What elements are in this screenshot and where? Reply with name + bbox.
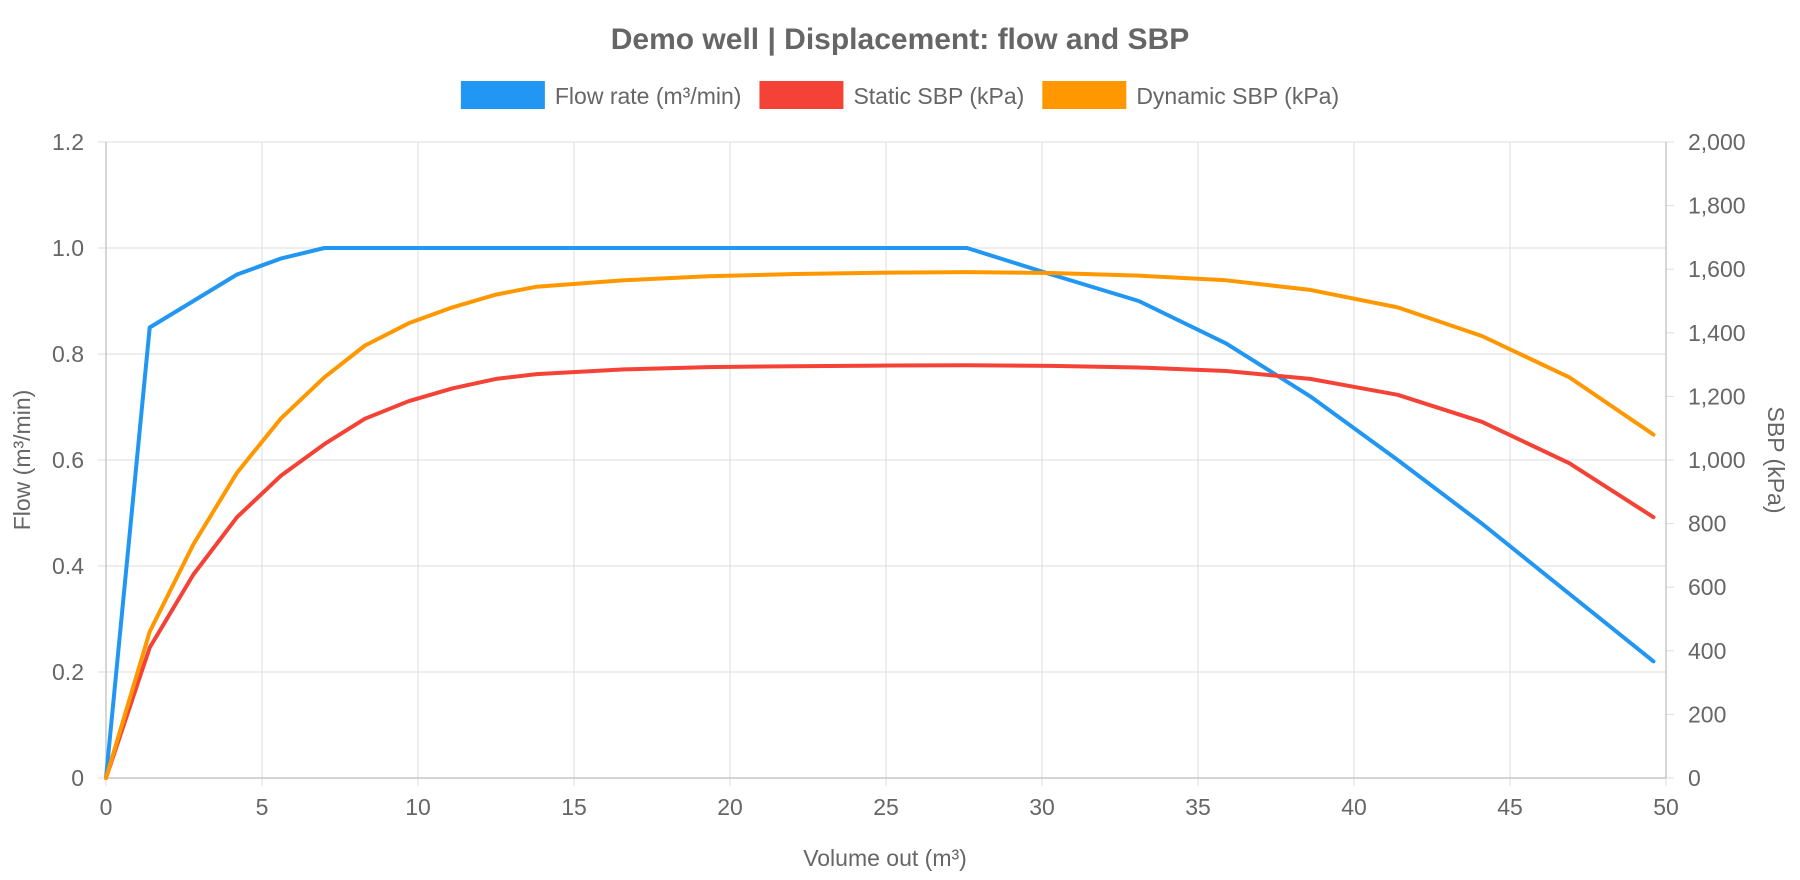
y-right-tick-label: 800: [1688, 511, 1726, 537]
y-right-tick-label: 1,000: [1688, 447, 1746, 473]
y-right-tick-label: 1,200: [1688, 383, 1746, 409]
legend-item-dynamic-sbp[interactable]: Dynamic SBP (kPa): [1042, 81, 1339, 109]
series-line-dynamic-sbp: [104, 270, 1656, 780]
chart-title: Demo well | Displacement: flow and SBP: [611, 23, 1190, 56]
legend-label: Flow rate (m³/min): [555, 83, 742, 109]
x-tick-label: 20: [717, 794, 743, 820]
y-left-tick-label: 1.2: [52, 129, 84, 155]
legend-swatch: [1042, 81, 1127, 109]
series-line-flow-rate: [104, 246, 1656, 780]
legend-item-flow-rate[interactable]: Flow rate (m³/min): [460, 81, 742, 109]
legend-item-static-sbp[interactable]: Static SBP (kPa): [759, 81, 1024, 109]
x-tick-label: 10: [405, 794, 431, 820]
legend-label: Dynamic SBP (kPa): [1136, 83, 1339, 109]
grid: [98, 141, 1674, 786]
y-right-tick-label: 1,600: [1688, 256, 1746, 282]
y-left-axis-title: Flow (m³/min): [9, 390, 35, 531]
y-left-tick-label: 1.0: [52, 235, 84, 261]
x-tick-label: 30: [1029, 794, 1055, 820]
series-layer: [104, 246, 1656, 780]
legend-swatch: [460, 81, 545, 109]
y-right-axis-title: SBP (kPa): [1763, 407, 1789, 514]
y-right-tick-label: 200: [1688, 701, 1726, 727]
x-tick-label: 0: [100, 794, 113, 820]
x-tick-label: 15: [561, 794, 587, 820]
y-left-tick-label: 0.8: [52, 341, 84, 367]
legend: Flow rate (m³/min) Static SBP (kPa) Dynami…: [460, 81, 1339, 109]
tick-labels: 0 5 10 15 20 25 30 35 40 45 50 0 0.2 0.4 0.6 0.8 1.0 1.2 0…: [52, 129, 1746, 820]
legend-swatch: [759, 81, 844, 109]
x-axis-title: Volume out (m³): [803, 845, 967, 871]
x-tick-label: 5: [256, 794, 269, 820]
y-right-tick-label: 600: [1688, 574, 1726, 600]
y-right-tick-label: 2,000: [1688, 129, 1746, 155]
y-right-tick-label: 1,400: [1688, 320, 1746, 346]
x-tick-label: 25: [873, 794, 899, 820]
x-tick-label: 50: [1653, 794, 1679, 820]
y-left-tick-label: 0.6: [52, 447, 84, 473]
y-left-tick-label: 0.4: [52, 553, 84, 579]
y-right-tick-label: 0: [1688, 765, 1701, 791]
x-tick-label: 40: [1341, 794, 1367, 820]
axes: [105, 142, 1667, 779]
series-line-static-sbp: [104, 363, 1656, 780]
y-left-tick-label: 0: [71, 765, 84, 791]
y-right-tick-label: 400: [1688, 638, 1726, 664]
x-tick-label: 45: [1497, 794, 1523, 820]
y-right-tick-label: 1,800: [1688, 193, 1746, 219]
x-tick-label: 35: [1185, 794, 1211, 820]
y-left-tick-label: 0.2: [52, 659, 84, 685]
legend-label: Static SBP (kPa): [853, 83, 1024, 109]
